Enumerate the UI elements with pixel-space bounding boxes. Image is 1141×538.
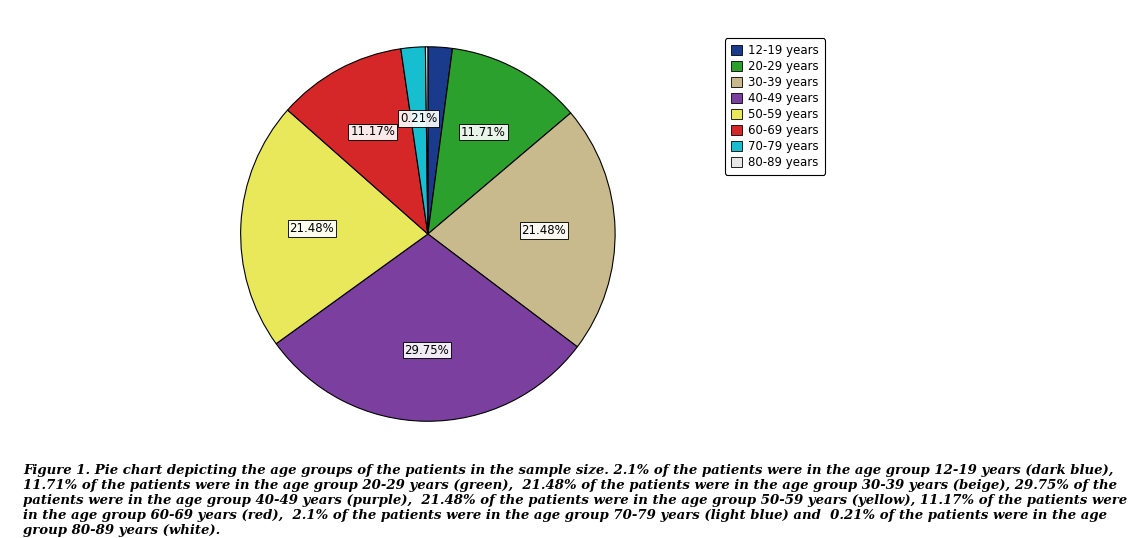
Text: 11.71%: 11.71% [461, 126, 505, 139]
Text: 11.17%: 11.17% [350, 125, 395, 138]
Wedge shape [426, 47, 428, 234]
Legend: 12-19 years, 20-29 years, 30-39 years, 40-49 years, 50-59 years, 60-69 years, 70: 12-19 years, 20-29 years, 30-39 years, 4… [725, 38, 825, 175]
Wedge shape [241, 110, 428, 344]
Text: 21.48%: 21.48% [290, 222, 334, 235]
Text: 0.21%: 0.21% [400, 112, 437, 125]
Wedge shape [428, 47, 453, 234]
Text: Figure 1. Pie chart depicting the age groups of the patients in the sample size.: Figure 1. Pie chart depicting the age gr… [23, 464, 1127, 537]
Text: 29.75%: 29.75% [404, 344, 450, 357]
Wedge shape [428, 48, 570, 234]
Wedge shape [276, 234, 577, 421]
Wedge shape [288, 49, 428, 234]
Wedge shape [428, 113, 615, 347]
Text: 21.48%: 21.48% [521, 224, 566, 237]
Wedge shape [400, 47, 428, 234]
